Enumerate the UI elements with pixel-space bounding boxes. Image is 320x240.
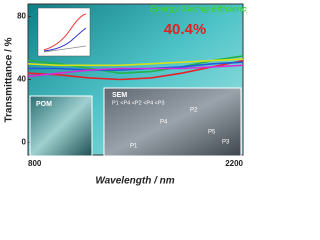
sem-label: SEM xyxy=(112,92,127,99)
y-tick-label: 0 xyxy=(22,138,27,147)
chart: Transmittance / % Wavelength / nm 0 40 80 8… xyxy=(4,3,247,187)
sem-point-label: P4 xyxy=(160,120,168,126)
x-tick-label: 2200 xyxy=(225,159,243,168)
sem-point-label: P1 xyxy=(130,144,138,150)
y-axis-label: Transmittance / % xyxy=(4,37,15,122)
sem-point-label: P5 xyxy=(208,130,216,136)
pom-image xyxy=(29,95,93,157)
sem-image xyxy=(103,87,242,157)
series-line xyxy=(27,64,244,78)
series-line xyxy=(27,58,244,67)
inset-chart xyxy=(37,7,91,57)
sem-point-label: P3 xyxy=(222,140,230,146)
sem-point-label: P2 xyxy=(190,108,198,114)
sem-order: P1 <P4 <P2 <P4 <P3 xyxy=(112,100,165,106)
y-tick-label: 40 xyxy=(17,75,26,84)
x-axis-label: Wavelength / nm xyxy=(95,176,174,187)
headline: Energy Saving Efficiency xyxy=(150,3,247,13)
pom-label: POM xyxy=(36,101,52,108)
x-tick-label: 800 xyxy=(28,159,42,168)
y-tick-label: 80 xyxy=(17,12,26,21)
efficiency: 40.4% xyxy=(164,21,207,38)
